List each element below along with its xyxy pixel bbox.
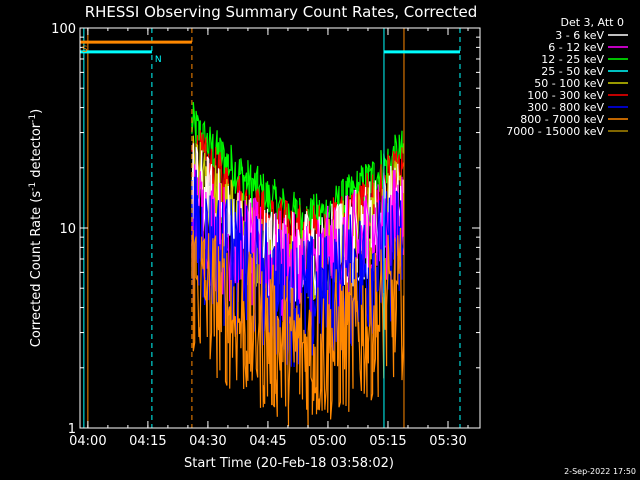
y-axis-label-sup2: -1 — [28, 114, 38, 123]
x-tick-label-05-30: 05:30 — [429, 434, 466, 449]
y-axis: 1 10 100 — [51, 22, 480, 437]
x-tick-label-04-00: 04:00 — [69, 434, 106, 449]
x-axis: 04:00 04:15 04:30 04:45 05:00 05:15 05:30 — [69, 28, 469, 449]
series-layer — [191, 102, 404, 428]
y-axis-label-main: Corrected Count Rate (s — [29, 191, 44, 348]
legend-label-300-800-kev: 300 - 800 keV — [527, 101, 604, 114]
series-800-7000-kev — [191, 227, 404, 428]
flag-label-n: N — [155, 55, 162, 65]
x-tick-label-04-30: 04:30 — [189, 434, 226, 449]
legend-header: Det 3, Att 0 — [561, 16, 625, 29]
legend-label-25-50-kev: 25 - 50 keV — [541, 65, 604, 78]
flag-label-s: S — [82, 45, 88, 55]
y-axis-label-end: ) — [29, 109, 44, 114]
y-axis-label-mid: detector — [29, 122, 44, 182]
y-tick-label-100: 100 — [51, 22, 76, 37]
legend-label-100-300-kev: 100 - 300 keV — [527, 89, 604, 102]
x-tick-label-05-15: 05:15 — [369, 434, 406, 449]
plot-area — [80, 28, 461, 428]
footer-date: 2-Sep-2022 17:50 — [564, 467, 636, 476]
y-tick-label-1: 1 — [68, 422, 76, 437]
y-axis-label-sup1: -1 — [28, 182, 38, 191]
legend-label-800-7000-kev: 800 - 7000 keV — [520, 113, 604, 126]
overlay-layer — [80, 28, 461, 428]
y-tick-label-10: 10 — [59, 222, 76, 237]
legend-label-7000-15000-kev: 7000 - 15000 keV — [506, 125, 604, 138]
x-tick-label-04-15: 04:15 — [129, 434, 166, 449]
chart-title: RHESSI Observing Summary Count Rates, Co… — [85, 3, 478, 21]
x-tick-label-04-45: 04:45 — [249, 434, 286, 449]
x-axis-label: Start Time (20-Feb-18 03:58:02) — [184, 456, 394, 471]
legend-label-50-100-kev: 50 - 100 keV — [534, 77, 604, 90]
legend-label-12-25-kev: 12 - 25 keV — [541, 53, 604, 66]
legend-label-6-12-kev: 6 - 12 keV — [548, 41, 604, 54]
x-tick-label-05-00: 05:00 — [309, 434, 346, 449]
legend-label-3-6-kev: 3 - 6 keV — [555, 29, 604, 42]
y-axis-label: Corrected Count Rate (s-1 detector-1) — [28, 109, 44, 347]
